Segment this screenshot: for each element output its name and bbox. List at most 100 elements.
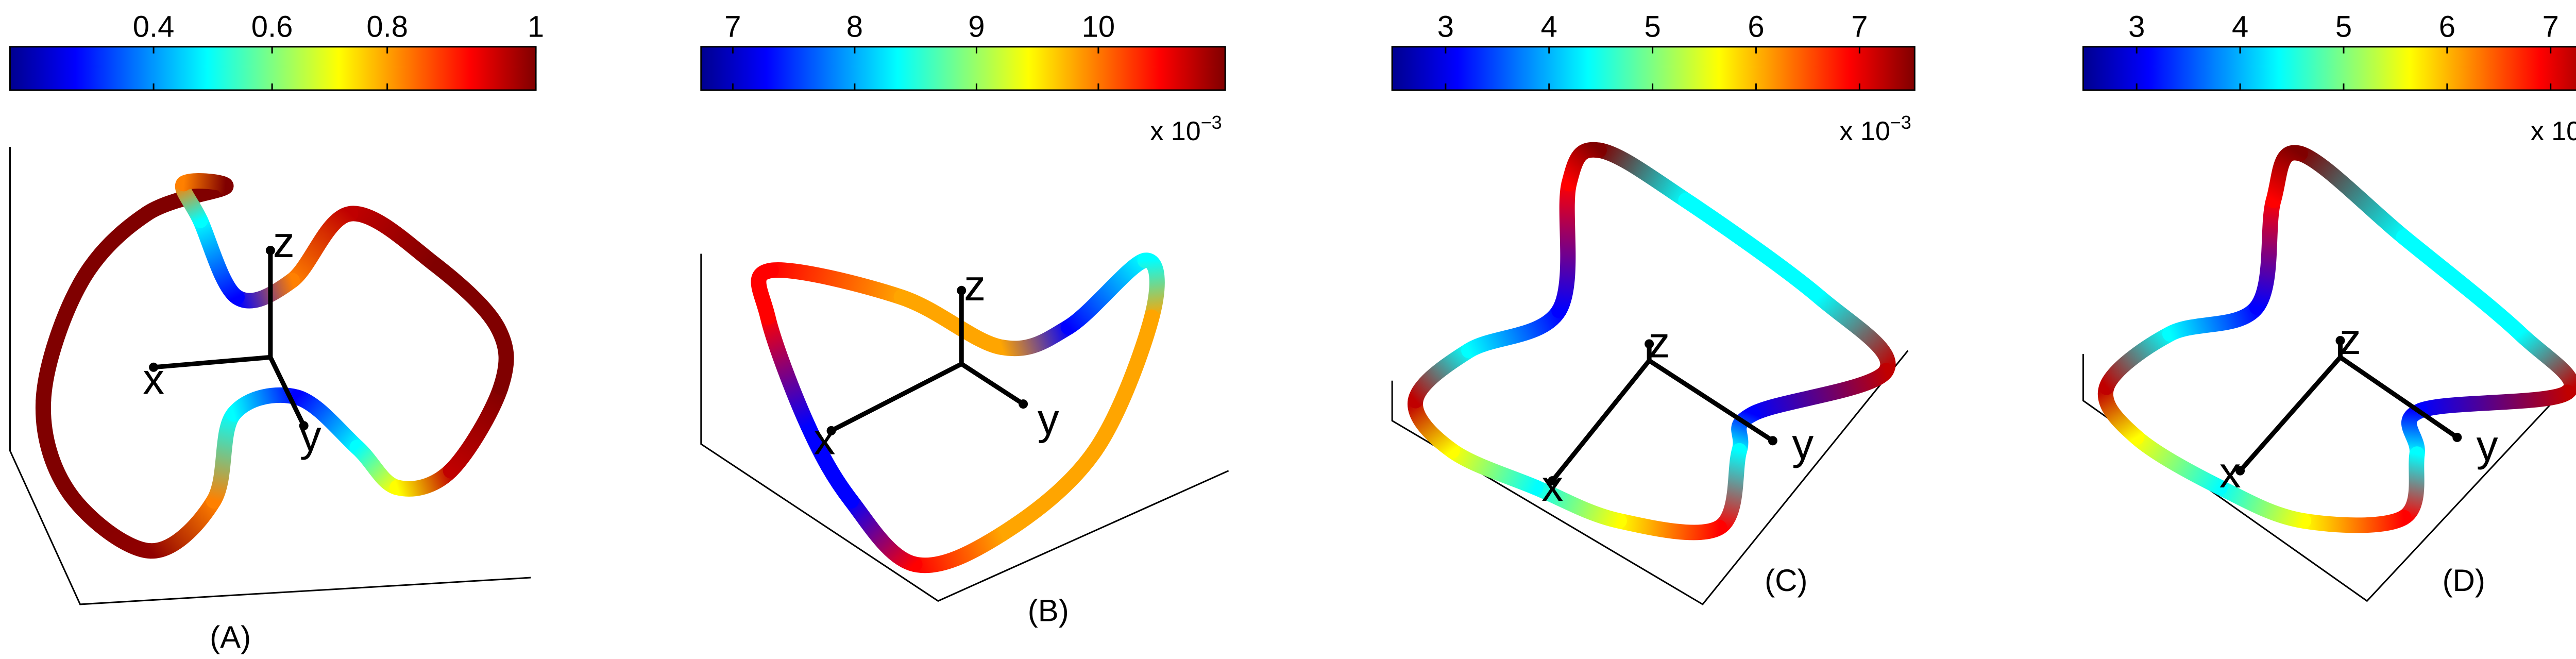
panel-label: (D) xyxy=(2443,563,2485,598)
curve-segment xyxy=(284,206,359,289)
axis-z-tip xyxy=(2335,335,2345,345)
colorbar-tick-label: 7 xyxy=(724,10,741,43)
curve-segment xyxy=(176,173,234,195)
curve-segment xyxy=(289,390,365,455)
curve-segment xyxy=(1408,393,1460,459)
body-axes: x y z xyxy=(1541,318,1814,510)
axis-y-label: y xyxy=(1038,395,1059,443)
axes-box xyxy=(2082,353,2576,602)
curve-segment xyxy=(206,406,242,509)
curve-segment xyxy=(763,262,909,305)
curve-segment xyxy=(1060,252,1153,335)
axis-x-tip xyxy=(1548,476,1557,486)
axis-y-tip xyxy=(1768,436,1777,446)
axis-z-tip xyxy=(1645,339,1654,349)
axis-y-line xyxy=(1648,359,1774,443)
axis-y-label: y xyxy=(1792,420,1814,468)
curve-segment xyxy=(893,289,1009,355)
colorbar-tick-label: 9 xyxy=(968,10,985,43)
curve-segment xyxy=(2292,146,2412,245)
colorbar-tick-label: 0.6 xyxy=(251,10,293,43)
curve-segment xyxy=(843,493,923,572)
curve-segment xyxy=(994,443,1103,542)
curve-segment xyxy=(1561,142,1607,192)
curve-segment xyxy=(2396,229,2529,342)
curve-segment xyxy=(62,486,158,559)
curve-segment xyxy=(1444,443,1544,496)
body-axes: x y z xyxy=(2219,315,2498,497)
colorbar xyxy=(700,46,1226,91)
curve-segment xyxy=(2212,480,2312,529)
curve-segment xyxy=(389,463,459,497)
colorbar-exponent-base: x 10 xyxy=(1150,116,1200,146)
axis-x-label: x xyxy=(1541,462,1563,510)
colorbar-tick-label: 4 xyxy=(1541,10,1557,43)
axis-x-label: x xyxy=(143,355,164,403)
curve xyxy=(751,252,1165,573)
panel-label: (A) xyxy=(210,620,251,654)
colorbar-tick-label: 10 xyxy=(1082,10,1115,43)
curve-segment xyxy=(1461,302,1567,359)
colorbar xyxy=(1391,46,1916,91)
curve-segment xyxy=(1811,289,1896,379)
curve-segment xyxy=(35,393,78,502)
colorbar-tick-label: 0.4 xyxy=(133,10,175,43)
curve-segment xyxy=(192,212,245,305)
axis-x-tip xyxy=(2235,466,2245,476)
curve xyxy=(1408,142,1896,540)
axis-x-line xyxy=(830,362,963,433)
colorbar xyxy=(2082,46,2576,91)
curve-segment xyxy=(2249,192,2281,315)
panel-d: 3 4 5 6 7 x 10−3 x y z (D) xyxy=(2082,10,2576,602)
curve-segment xyxy=(1678,192,1827,305)
axis-y-line xyxy=(268,356,306,427)
curve-segment xyxy=(343,206,442,272)
curve-segment xyxy=(2265,145,2308,208)
panel-b: 7 8 9 10 x 10−3 x y z (B) xyxy=(700,10,1229,628)
curve-segment xyxy=(2129,429,2228,496)
curve-segment xyxy=(443,379,509,479)
colorbar xyxy=(9,46,537,91)
axis-y-tip xyxy=(299,421,309,431)
colorbar-tick-label: 3 xyxy=(2128,10,2145,43)
axis-x-line xyxy=(1550,359,1651,482)
colorbar-exponent-base: x 10 xyxy=(1839,116,1890,146)
colorbar-tick-label: 4 xyxy=(2232,10,2248,43)
curve-segment xyxy=(426,256,505,335)
curve-segment xyxy=(1591,142,1694,208)
curve-segment xyxy=(229,273,300,309)
curve-segment xyxy=(2098,326,2178,395)
axes-box xyxy=(1391,350,1909,605)
colorbar-tick-label: 6 xyxy=(2439,10,2455,43)
body-axes: x y z xyxy=(814,261,1059,463)
axis-y-label: y xyxy=(2477,421,2498,470)
curve-segment xyxy=(349,440,405,496)
axis-z-label: z xyxy=(273,218,295,266)
colorbar-tick-label: 7 xyxy=(1851,10,1868,43)
curve-segment xyxy=(1408,343,1477,409)
colorbar-exponent-base: x 10 xyxy=(2531,116,2576,146)
axis-z-label: z xyxy=(2340,315,2361,363)
curve-segment xyxy=(72,206,155,292)
colorbar-exponent-power: −3 xyxy=(1890,112,1911,133)
axis-x-label: x xyxy=(2219,448,2241,497)
colorbar-exponent-power: −3 xyxy=(1201,112,1222,133)
colorbar-tick-label: 8 xyxy=(846,10,863,43)
axis-x-line xyxy=(2238,356,2342,472)
colorbar-exponent: x 10−3 xyxy=(1150,112,1222,146)
curve xyxy=(2097,145,2576,533)
axis-x-label: x xyxy=(814,415,836,463)
panel-label: (C) xyxy=(1765,563,1807,598)
curve-segment xyxy=(1611,513,1727,540)
axis-y-tip xyxy=(2452,432,2462,442)
curve-segment xyxy=(2296,510,2412,533)
curve-segment xyxy=(2162,299,2265,342)
curve-segment xyxy=(2513,326,2576,400)
colorbar-tick-label: 0.8 xyxy=(366,10,408,43)
curve-segment xyxy=(907,526,1009,573)
axis-x-tip xyxy=(826,426,836,435)
colorbar-tick-label: 1 xyxy=(528,10,544,43)
axis-y-line xyxy=(960,362,1025,406)
